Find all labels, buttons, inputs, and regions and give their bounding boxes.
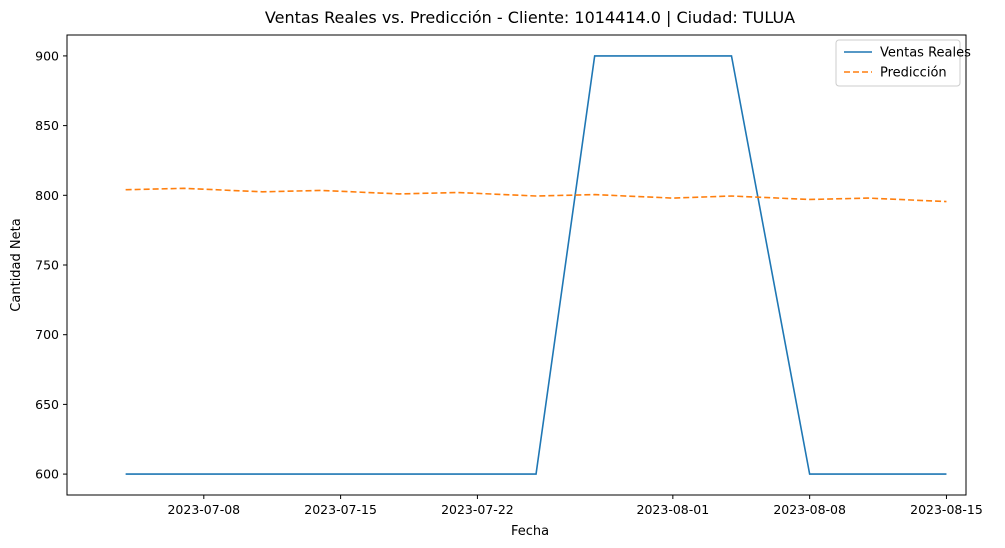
series-line-2 — [125, 187, 947, 203]
legend-label-2: Predicción — [880, 66, 947, 81]
x-axis: 2023-07-08 2023-07-15 2023-07-22 2023-08-01… — [167, 495, 983, 517]
series-line-1 — [125, 55, 947, 475]
y-tick-label: 600 — [35, 467, 59, 482]
y-tick-label: 750 — [35, 258, 59, 273]
x-tick-label: 2023-08-01 — [637, 502, 710, 517]
legend: Ventas Reales Predicción — [835, 39, 971, 87]
chart-title: Ventas Reales vs. Predicción - Cliente: … — [265, 8, 795, 27]
y-tick-label: 850 — [35, 118, 59, 133]
y-axis-label: Cantidad Neta — [9, 218, 24, 311]
plot-area — [125, 55, 947, 475]
legend-label-1: Ventas Reales — [880, 46, 971, 61]
y-axis: 600 650 700 750 800 850 900 — [35, 48, 67, 482]
y-tick-label: 800 — [35, 188, 59, 203]
plot-frame — [66, 34, 967, 496]
x-axis-label: Fecha — [511, 524, 549, 539]
y-tick-label: 900 — [35, 48, 59, 63]
y-tick-label: 700 — [35, 327, 59, 342]
x-tick-label: 2023-07-15 — [304, 502, 377, 517]
x-tick-label: 2023-08-08 — [773, 502, 846, 517]
x-tick-label: 2023-08-15 — [910, 502, 983, 517]
y-tick-label: 650 — [35, 397, 59, 412]
x-tick-label: 2023-07-08 — [167, 502, 240, 517]
x-tick-label: 2023-07-22 — [441, 502, 514, 517]
